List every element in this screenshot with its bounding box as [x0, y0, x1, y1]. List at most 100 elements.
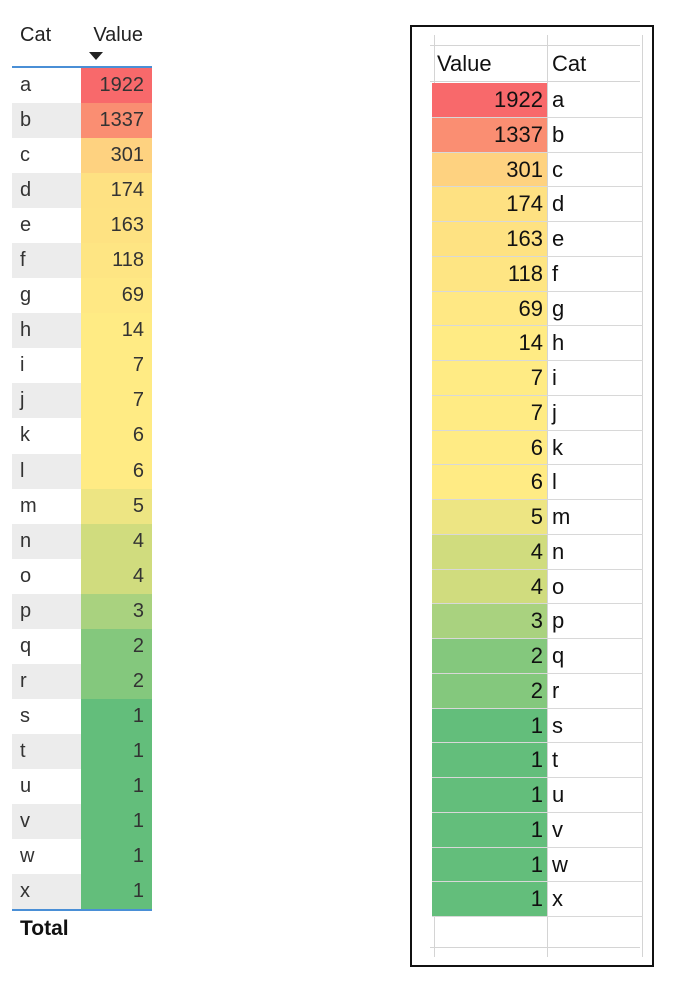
- header-cat[interactable]: Cat: [20, 24, 52, 46]
- cat-cell: k: [20, 424, 30, 447]
- table-row[interactable]: a 1922: [12, 68, 152, 104]
- table-row[interactable]: e 163: [12, 208, 152, 244]
- excel-row[interactable]: 69 g: [432, 291, 643, 327]
- cat-cell: m: [552, 504, 571, 529]
- cat-cell: a: [20, 74, 32, 96]
- cat-cell: p: [552, 608, 565, 634]
- header-value[interactable]: Value: [437, 51, 492, 76]
- cat-cell: w: [20, 845, 35, 868]
- table-row[interactable]: b 1337: [12, 103, 152, 139]
- value-cell: 7: [432, 395, 547, 430]
- table-row[interactable]: g 69: [12, 278, 152, 314]
- cat-cell: c: [20, 144, 30, 167]
- value-cell: 1337: [432, 117, 547, 152]
- excel-row[interactable]: 1922 a: [432, 83, 643, 118]
- sort-descending-icon[interactable]: [89, 52, 103, 60]
- value-cell: 1: [432, 708, 547, 743]
- header-value[interactable]: Value: [93, 24, 143, 46]
- table-body: a 1922 b 1337 c 301 d 174 e 163 f 118 g 69 h 14 i 7 j 7 k 6 l 6…: [12, 68, 152, 910]
- header-cat[interactable]: Cat: [552, 51, 587, 76]
- value-cell: 7: [81, 348, 152, 384]
- excel-row[interactable]: 14 h: [432, 326, 643, 361]
- table-row[interactable]: d 174: [12, 173, 152, 209]
- cat-cell: l: [552, 469, 557, 495]
- grid-line: [430, 81, 640, 82]
- table-row[interactable]: f 118: [12, 243, 152, 279]
- grid-line: [642, 35, 643, 957]
- value-cell: 163: [432, 222, 547, 256]
- excel-row[interactable]: 301 c: [432, 152, 643, 188]
- cat-cell: e: [552, 226, 565, 251]
- cat-cell: c: [552, 156, 563, 182]
- cat-cell: o: [552, 573, 565, 599]
- value-cell: 69: [81, 278, 152, 314]
- value-cell: 4: [81, 558, 152, 594]
- value-cell: 2: [432, 673, 547, 708]
- value-cell: 118: [81, 243, 152, 279]
- cat-cell: s: [20, 704, 30, 727]
- cat-cell: f: [552, 260, 559, 286]
- cat-cell: t: [552, 747, 559, 773]
- value-cell: 174: [432, 187, 547, 221]
- table-row[interactable]: h 14: [12, 313, 152, 349]
- excel-row[interactable]: 118 f: [432, 256, 643, 292]
- cat-cell: m: [20, 494, 37, 517]
- value-cell: 5: [432, 500, 547, 534]
- cat-cell: u: [552, 782, 565, 807]
- table-row[interactable]: c 301: [12, 138, 152, 174]
- grid-line: [430, 45, 640, 46]
- excel-row[interactable]: 163 e: [432, 222, 643, 257]
- value-cell: 1: [432, 882, 547, 916]
- cat-cell: r: [552, 677, 560, 703]
- value-cell: 6: [81, 453, 152, 489]
- cat-cell: q: [552, 643, 565, 668]
- value-cell: 174: [81, 173, 152, 209]
- value-cell: 1: [432, 812, 547, 847]
- value-cell: 4: [81, 523, 152, 559]
- value-cell: 1: [81, 803, 152, 840]
- cat-cell: a: [552, 87, 565, 112]
- value-cell: 1337: [81, 103, 152, 139]
- value-cell: 1: [432, 743, 547, 777]
- cat-cell: x: [12, 874, 81, 910]
- value-cell: 14: [432, 326, 547, 360]
- value-cell: 118: [432, 256, 547, 291]
- cat-cell: u: [20, 774, 32, 797]
- value-cell: 1922: [81, 68, 152, 104]
- excel-row[interactable]: 1337 b: [432, 117, 643, 153]
- excel-row[interactable]: 174 d: [432, 187, 643, 222]
- value-cell: 1: [432, 778, 547, 812]
